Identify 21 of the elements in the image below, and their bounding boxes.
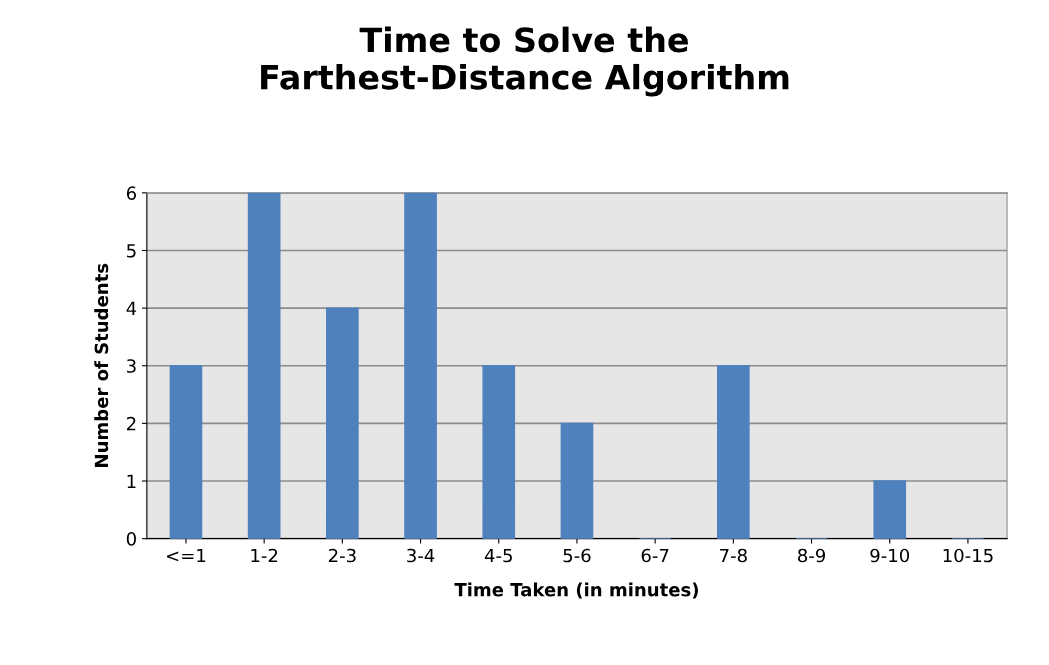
x-axis-title: Time Taken (in minutes) (454, 582, 698, 599)
x-tick-label: 7-8 (720, 548, 747, 563)
x-tick-label: 6-7 (641, 548, 669, 563)
x-tick-label: 9-10 (870, 548, 910, 563)
y-tick-label: 0 (126, 532, 136, 546)
y-tick-label: 4 (126, 301, 137, 315)
chart-title: Time to Solve the Farthest-Distance Algorithm (261, 26, 789, 97)
x-tick-label: 10-15 (943, 548, 993, 563)
y-tick-label: 1 (127, 474, 136, 488)
x-tick-label: 1-2 (251, 548, 278, 563)
y-tick-label: 3 (127, 359, 136, 373)
x-tick-label: 4-5 (484, 548, 512, 563)
x-tick-label: 3-4 (407, 548, 435, 563)
x-tick-label: 5-6 (563, 548, 591, 563)
y-tick-label: 6 (126, 186, 136, 200)
y-tick-label: 2 (126, 416, 136, 431)
y-axis-title: Number of Students (94, 263, 109, 467)
x-tick-label: 2-3 (328, 548, 356, 563)
x-tick-label: 8-9 (798, 548, 826, 563)
x-tick-label: <=1 (167, 548, 206, 563)
y-tick-label: 5 (127, 244, 136, 258)
